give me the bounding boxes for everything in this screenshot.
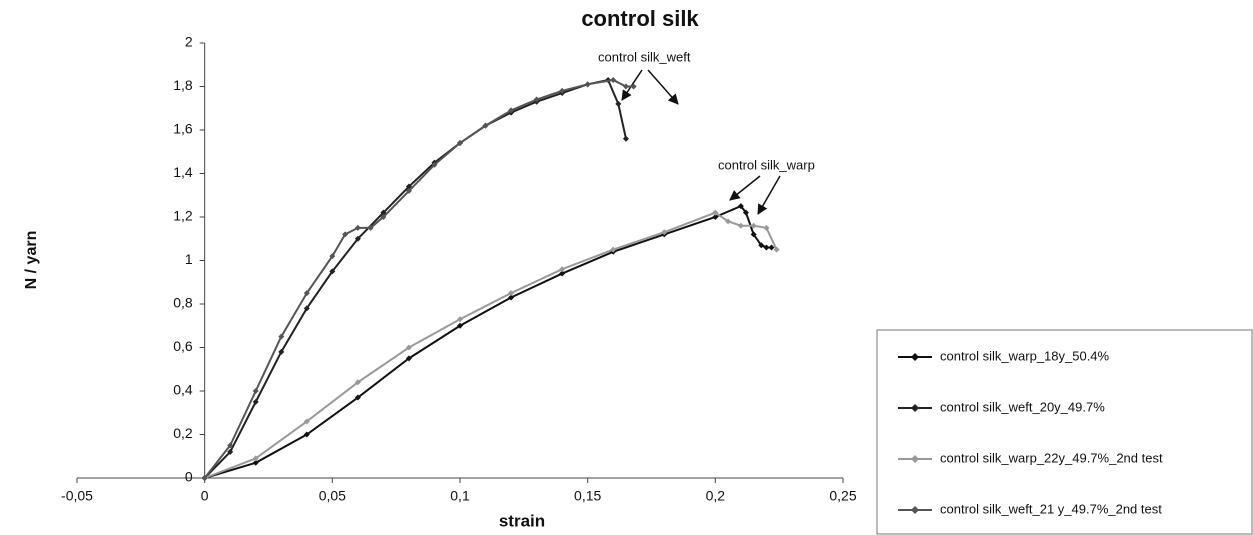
data-point bbox=[712, 209, 719, 216]
annotation: control silk_warp bbox=[718, 157, 815, 172]
data-point bbox=[329, 268, 336, 275]
data-point bbox=[508, 107, 515, 114]
data-point bbox=[303, 305, 310, 312]
y-tick-label: 0 bbox=[185, 469, 193, 485]
y-tick-label: 0,6 bbox=[173, 338, 193, 354]
data-point bbox=[457, 322, 463, 329]
data-point bbox=[201, 475, 208, 481]
data-point bbox=[559, 270, 566, 277]
data-point bbox=[750, 231, 757, 238]
y-tick-label: 0,8 bbox=[173, 295, 193, 311]
data-point bbox=[431, 161, 438, 168]
x-tick-label: 0,2 bbox=[706, 488, 726, 504]
series-line bbox=[204, 211, 778, 479]
y-tick-label: 1,2 bbox=[173, 208, 193, 224]
data-point bbox=[768, 244, 775, 251]
data-point bbox=[457, 140, 463, 147]
data-point bbox=[227, 442, 234, 449]
data-point bbox=[737, 222, 744, 229]
data-point bbox=[303, 418, 310, 425]
data-point bbox=[252, 455, 259, 462]
data-point bbox=[508, 294, 515, 301]
data-point bbox=[380, 214, 387, 220]
data-point bbox=[763, 244, 770, 251]
data-point bbox=[622, 135, 629, 142]
x-axis-label: strain bbox=[499, 511, 545, 530]
data-point bbox=[405, 355, 412, 362]
series-line bbox=[203, 78, 627, 479]
data-point bbox=[354, 379, 361, 386]
data-point bbox=[342, 231, 349, 238]
data-point bbox=[712, 214, 719, 220]
y-tick-label: 1 bbox=[185, 251, 193, 267]
data-point bbox=[227, 448, 234, 455]
y-tick-label: 1,8 bbox=[173, 77, 193, 93]
data-point bbox=[661, 229, 668, 236]
data-point bbox=[354, 235, 361, 242]
chart-title: control silk bbox=[581, 6, 699, 31]
data-point bbox=[354, 224, 361, 231]
legend-marker bbox=[911, 404, 919, 412]
data-point bbox=[508, 290, 515, 297]
legend-marker bbox=[911, 455, 919, 463]
data-point bbox=[610, 76, 617, 83]
annotation-arrow bbox=[729, 175, 761, 201]
data-point bbox=[533, 96, 540, 103]
data-point bbox=[405, 344, 412, 351]
annotation-arrow bbox=[647, 69, 679, 105]
y-axis-label: N / yarn bbox=[23, 231, 40, 290]
data-point bbox=[559, 266, 566, 273]
annotation-arrow bbox=[757, 175, 781, 215]
data-point bbox=[584, 81, 591, 88]
data-point bbox=[773, 246, 780, 253]
data-point bbox=[367, 224, 374, 231]
annotation-arrow bbox=[621, 69, 643, 101]
data-point bbox=[354, 394, 361, 401]
data-point bbox=[329, 253, 336, 260]
data-point bbox=[252, 398, 259, 405]
data-point bbox=[252, 388, 259, 394]
series-line bbox=[204, 204, 772, 479]
y-tick-label: 1,4 bbox=[173, 164, 193, 180]
data-point bbox=[482, 122, 489, 129]
legend-label: control silk_weft_21 y_49.7%_2nd test bbox=[940, 501, 1162, 516]
data-point bbox=[737, 203, 744, 210]
legend-label: control silk_weft_20y_49.7% bbox=[940, 399, 1105, 414]
y-tick-label: 1,6 bbox=[173, 121, 193, 137]
y-tick-label: 0,4 bbox=[173, 382, 193, 398]
data-point bbox=[630, 83, 637, 90]
x-tick-label: 0,25 bbox=[829, 488, 856, 504]
legend-marker bbox=[911, 353, 919, 361]
y-tick-label: 2 bbox=[185, 34, 193, 50]
legend-label: control silk_warp_18y_50.4% bbox=[940, 348, 1110, 363]
data-point bbox=[758, 242, 765, 249]
legend-label: control silk_warp_22y_49.7%_2nd test bbox=[940, 450, 1163, 465]
data-point bbox=[303, 290, 310, 297]
x-tick-label: 0 bbox=[201, 488, 209, 504]
data-point bbox=[252, 459, 259, 466]
data-point bbox=[457, 316, 463, 323]
data-point bbox=[763, 224, 770, 231]
data-point bbox=[742, 209, 749, 216]
x-tick-label: 0,1 bbox=[450, 488, 470, 504]
legend-box bbox=[876, 329, 1253, 535]
data-point bbox=[303, 431, 310, 438]
data-point bbox=[622, 83, 629, 90]
legend-marker bbox=[911, 506, 919, 514]
data-point bbox=[278, 348, 285, 355]
data-point bbox=[278, 333, 285, 340]
series-line bbox=[203, 78, 634, 479]
data-point bbox=[559, 87, 566, 94]
y-tick-label: 0,2 bbox=[173, 425, 193, 441]
data-point bbox=[610, 246, 617, 253]
x-tick-label: -0,05 bbox=[61, 488, 93, 504]
data-point bbox=[615, 100, 622, 107]
annotation: control silk_weft bbox=[598, 49, 691, 64]
data-point bbox=[405, 187, 412, 194]
x-tick-label: 0,15 bbox=[574, 488, 601, 504]
data-point bbox=[725, 218, 732, 225]
data-point bbox=[750, 222, 757, 229]
x-tick-label: 0,05 bbox=[319, 488, 346, 504]
